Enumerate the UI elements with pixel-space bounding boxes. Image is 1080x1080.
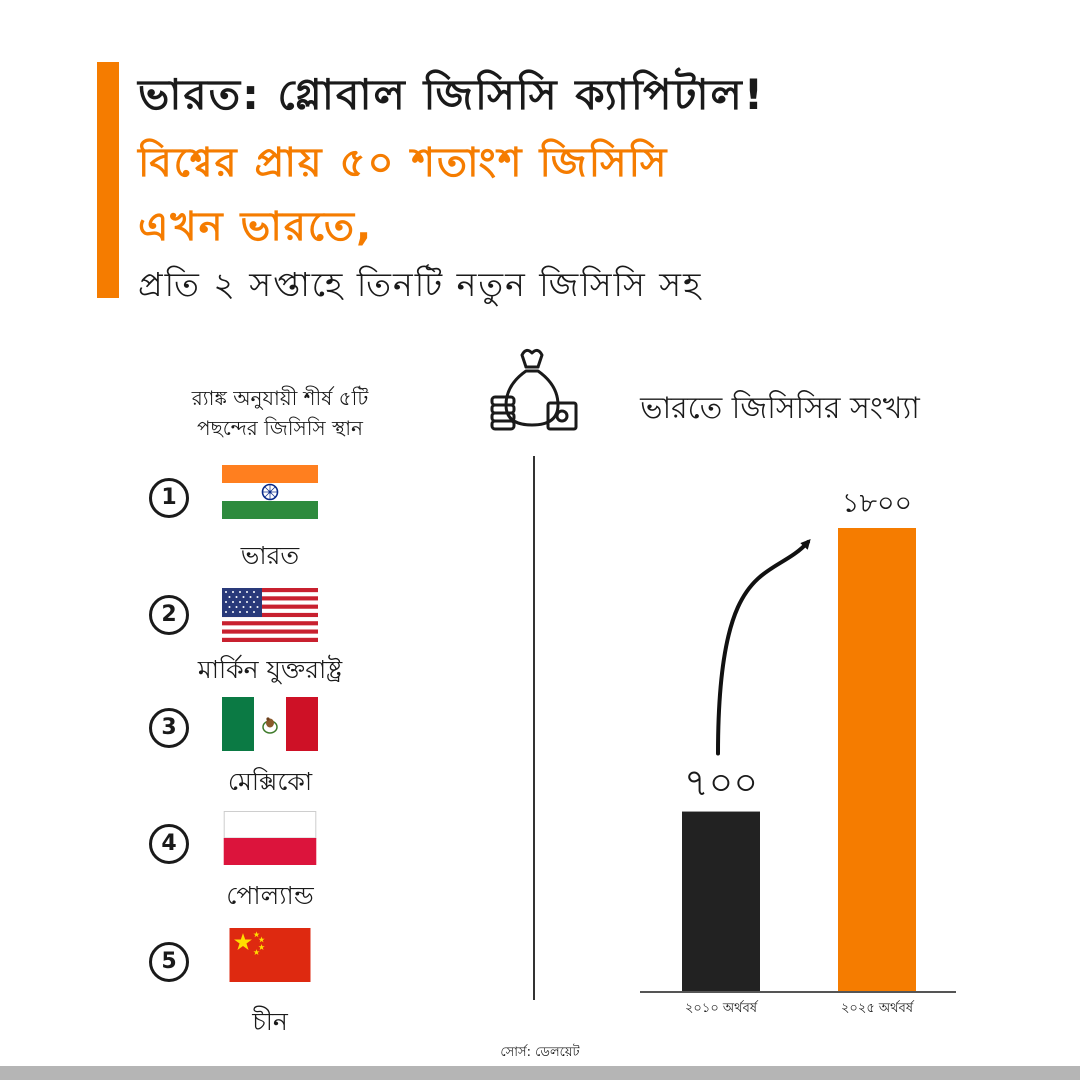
category-label-1: ২০১০ অর্থবর্ষ <box>685 1000 759 1016</box>
bar-1 <box>682 811 760 992</box>
rank-number: 1 <box>149 478 189 518</box>
rank-number: 4 <box>149 824 189 864</box>
rank-number: 3 <box>149 708 189 748</box>
data-label-2: ১৮০০ <box>842 488 912 519</box>
subheadline-line-1: বিশ্বের প্রায় ৫০ শতাংশ জিসিসি <box>138 140 669 186</box>
bar-2 <box>838 528 916 992</box>
money-bag-icon <box>490 348 578 431</box>
chart-title: ভারতে জিসিসির সংখ্যা <box>640 391 920 426</box>
poland-flag <box>223 811 317 865</box>
bar-chart: ৭০০ ২০১০ অর্থবর্ষ ১৮০০ ২০২৫ অর্থবর্ষ <box>640 488 956 1016</box>
usa-flag <box>222 588 318 642</box>
center-divider <box>533 456 535 1000</box>
data-label-1: ৭০০ <box>684 761 758 805</box>
ranking-list <box>0 0 460 110</box>
india-flag <box>222 465 318 519</box>
headline: ভারত: গ্লোবাল জিসিসি ক্যাপিটাল! <box>138 70 765 119</box>
source-note: সোর্স: ডেলয়েট <box>500 1045 580 1060</box>
bottom-strip <box>0 1066 1080 1080</box>
country-label: ভারত <box>240 541 300 570</box>
category-label-2: ২০২৫ অর্থবর্ষ <box>841 1000 915 1016</box>
country-label: মার্কিন যুক্তরাষ্ট্র <box>197 655 343 684</box>
rank-number: 2 <box>149 595 189 635</box>
country-label: চীন <box>252 1007 288 1036</box>
country-label: পোল্যান্ড <box>226 881 314 910</box>
growth-arrow <box>716 539 811 756</box>
tagline: প্রতি ২ সপ্তাহে তিনটি নতুন জিসিসি সহ <box>138 265 703 304</box>
country-label: মেক্সিকো <box>227 767 313 796</box>
mexico-flag <box>222 697 318 751</box>
subheadline-line-2: এখন ভারতে, <box>138 204 374 250</box>
ranking-title-line-2: পছন্দের জিসিসি স্থান <box>197 416 363 440</box>
ranking-title: র‌্যাঙ্ক অনুযায়ী শীর্ষ ৫টি পছন্দের জিসি… <box>130 383 430 443</box>
china-flag <box>229 928 311 982</box>
rank-number: 5 <box>149 942 189 982</box>
ranking-title-line-1: র‌্যাঙ্ক অনুযায়ী শীর্ষ ৫টি <box>191 386 369 410</box>
accent-bar <box>97 62 119 298</box>
